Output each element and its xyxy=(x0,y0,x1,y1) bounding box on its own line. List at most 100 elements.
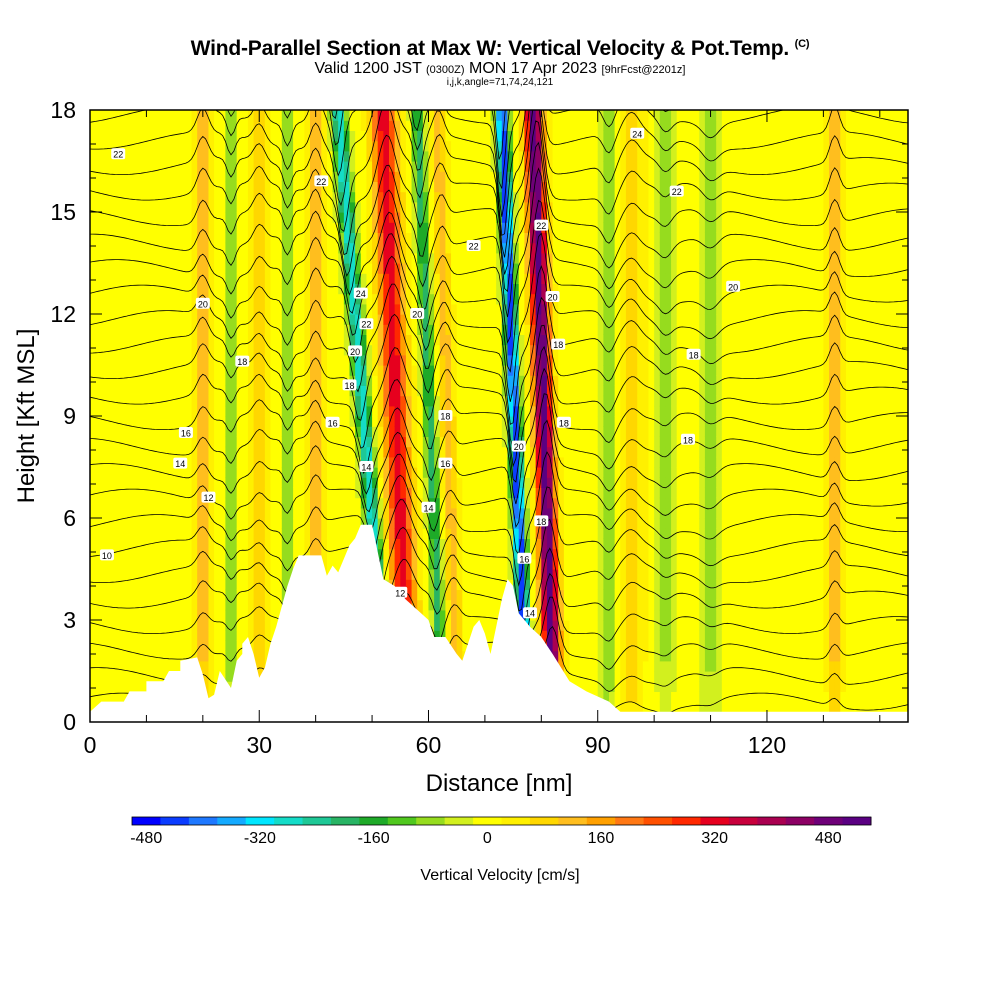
velocity-cell xyxy=(332,171,339,182)
velocity-cell xyxy=(247,487,255,499)
velocity-cell xyxy=(191,130,198,142)
velocity-cell xyxy=(118,446,125,458)
velocity-cell xyxy=(157,477,164,488)
velocity-cell xyxy=(462,263,469,274)
velocity-cell xyxy=(202,385,210,397)
velocity-cell xyxy=(101,528,108,539)
velocity-cell xyxy=(168,201,176,213)
velocity-cell xyxy=(157,589,164,601)
velocity-cell xyxy=(135,252,142,264)
velocity-cell xyxy=(163,252,170,264)
velocity-cell xyxy=(264,222,272,233)
velocity-cell xyxy=(219,405,226,417)
velocity-cell xyxy=(157,283,164,295)
velocity-cell xyxy=(163,130,170,142)
velocity-cell xyxy=(546,477,554,488)
velocity-cell xyxy=(417,232,424,244)
velocity-cell xyxy=(479,518,486,529)
velocity-cell xyxy=(90,589,97,601)
velocity-cell xyxy=(315,273,322,284)
velocity-cell xyxy=(445,487,452,499)
velocity-cell xyxy=(146,640,153,652)
velocity-cell xyxy=(174,477,181,488)
velocity-cell xyxy=(163,293,170,305)
velocity-cell xyxy=(259,150,266,162)
velocity-cell xyxy=(530,456,537,468)
velocity-cell xyxy=(293,314,300,325)
velocity-cell xyxy=(146,528,153,539)
velocity-cell xyxy=(112,385,119,397)
velocity-cell xyxy=(507,314,514,325)
velocity-cell xyxy=(456,436,463,448)
velocity-cell xyxy=(372,140,379,152)
velocity-cell xyxy=(129,548,136,560)
velocity-cell xyxy=(451,405,458,417)
velocity-cell xyxy=(191,344,198,356)
velocity-cell xyxy=(118,283,125,295)
velocity-cell xyxy=(372,273,379,284)
velocity-cell xyxy=(411,528,418,539)
velocity-cell xyxy=(123,120,131,131)
velocity-cell xyxy=(467,130,475,142)
velocity-cell xyxy=(349,171,356,182)
velocity-cell xyxy=(95,630,102,641)
velocity-cell xyxy=(264,405,272,417)
velocity-cell xyxy=(484,120,492,131)
velocity-cell xyxy=(400,467,407,478)
velocity-cell xyxy=(484,467,492,478)
velocity-cell xyxy=(372,222,379,233)
velocity-cell xyxy=(479,354,486,366)
velocity-cell xyxy=(496,589,503,601)
velocity-cell xyxy=(191,518,198,529)
velocity-cell xyxy=(225,344,232,356)
velocity-cell xyxy=(445,273,452,284)
velocity-cell xyxy=(451,385,458,397)
velocity-cell xyxy=(355,110,362,121)
velocity-cell xyxy=(422,334,430,346)
velocity-cell xyxy=(479,324,486,335)
velocity-cell xyxy=(496,405,503,417)
velocity-cell xyxy=(513,487,520,499)
velocity-cell xyxy=(321,140,328,152)
velocity-cell xyxy=(513,548,520,560)
velocity-cell xyxy=(146,507,153,519)
velocity-cell xyxy=(355,324,362,335)
velocity-cell xyxy=(281,375,289,386)
velocity-cell xyxy=(428,599,435,611)
velocity-cell xyxy=(467,161,475,172)
velocity-cell xyxy=(270,436,277,448)
velocity-cell xyxy=(411,212,418,223)
velocity-cell xyxy=(400,354,407,366)
velocity-cell xyxy=(276,456,283,468)
velocity-cell xyxy=(247,375,255,386)
velocity-cell xyxy=(276,334,283,346)
velocity-cell xyxy=(140,222,148,233)
velocity-cell xyxy=(360,477,368,488)
velocity-cell xyxy=(168,395,176,407)
velocity-cell xyxy=(552,375,559,386)
velocity-cell xyxy=(101,497,108,509)
velocity-cell xyxy=(439,518,447,529)
velocity-cell xyxy=(253,273,260,284)
velocity-cell xyxy=(388,171,396,182)
velocity-cell xyxy=(197,507,204,519)
velocity-cell xyxy=(422,446,430,458)
velocity-cell xyxy=(445,609,452,621)
velocity-cell xyxy=(388,477,396,488)
velocity-cell xyxy=(231,569,238,580)
velocity-cell xyxy=(298,548,305,560)
velocity-cell xyxy=(270,334,277,346)
velocity-cell xyxy=(360,273,368,284)
velocity-cell xyxy=(180,467,187,478)
velocity-cell xyxy=(366,365,373,376)
velocity-cell xyxy=(372,365,379,376)
velocity-cell xyxy=(90,405,97,417)
velocity-cell xyxy=(242,426,249,437)
velocity-cell xyxy=(496,130,503,142)
velocity-cell xyxy=(417,579,424,590)
velocity-cell xyxy=(90,303,97,315)
velocity-cell xyxy=(462,314,469,325)
velocity-cell xyxy=(535,375,542,386)
velocity-cell xyxy=(326,385,334,397)
velocity-cell xyxy=(197,416,204,427)
